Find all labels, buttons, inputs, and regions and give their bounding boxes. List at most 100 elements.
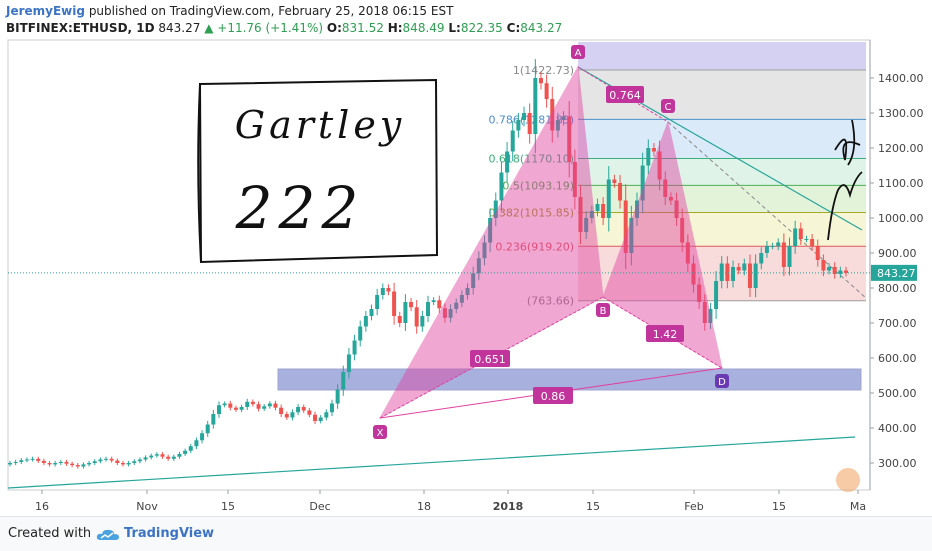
candle-body — [70, 463, 75, 466]
candle-body — [403, 302, 408, 323]
candle-body — [747, 263, 752, 288]
candle-body — [781, 242, 786, 267]
fib-zone-top — [578, 42, 866, 71]
candle-body — [313, 414, 318, 421]
candle-body — [510, 130, 515, 152]
candle-body — [47, 463, 52, 465]
candle-body — [267, 403, 272, 407]
candle-body — [697, 284, 702, 302]
author-link[interactable]: JeremyEwig — [6, 4, 85, 18]
candle-body — [397, 316, 402, 323]
candle-body — [137, 459, 142, 462]
price-tick-label: 300.00 — [878, 457, 917, 470]
candle-body — [618, 183, 623, 201]
candle-body — [606, 179, 611, 218]
candle-body — [188, 446, 193, 451]
price-chart[interactable]: 1(1422.73)0.786(1281.83)0.618(1170.10)0.… — [0, 0, 932, 516]
time-tick-label: 2018 — [493, 500, 524, 513]
pattern-point-X — [373, 425, 387, 439]
fib-zone-0.786 — [578, 119, 866, 159]
candle-body — [471, 273, 476, 288]
ratio-label-0.651: 0.651 — [474, 353, 506, 366]
high-label: H: — [387, 21, 403, 35]
candle-body — [538, 78, 543, 84]
candle-body — [725, 263, 730, 281]
low-label: L: — [448, 21, 461, 35]
candle-body — [426, 302, 430, 316]
candle-body — [555, 120, 560, 131]
candle-body — [442, 308, 447, 318]
handwritten-title: Gartley — [235, 103, 406, 147]
candle-body — [8, 463, 12, 465]
pattern-point-label-C: C — [665, 102, 672, 113]
candle-body — [465, 288, 470, 295]
low-value: 822.35 — [460, 21, 503, 35]
candle-body — [476, 258, 481, 274]
candle-body — [318, 417, 323, 421]
candle-body — [601, 204, 606, 218]
flag-badge-icon — [836, 468, 860, 492]
last-price-label: 843.27 — [877, 267, 916, 280]
candle-body — [640, 165, 645, 201]
candle-body — [776, 242, 781, 246]
price-tick-label: 1200.00 — [878, 142, 924, 155]
candle-body — [629, 218, 634, 253]
candle-body — [132, 461, 137, 463]
fib-zone-0.618 — [578, 158, 866, 186]
long-trendline — [7, 436, 856, 489]
publish-info: published on TradingView.com, February 2… — [88, 4, 454, 18]
scribble-bottom — [827, 171, 863, 241]
candle-body — [177, 453, 182, 457]
candle-body — [454, 302, 459, 309]
candle-body — [595, 204, 600, 211]
candle-body — [448, 309, 453, 318]
publish-line: JeremyEwig published on TradingView.com,… — [6, 4, 453, 19]
price-tick-label: 1300.00 — [878, 107, 924, 120]
candle-body — [324, 412, 329, 418]
candle-body — [143, 457, 148, 460]
candle-body — [19, 460, 24, 462]
scribble-top — [834, 119, 861, 166]
candle-body — [561, 116, 566, 120]
candle-body — [804, 239, 809, 240]
ratio-badge — [606, 86, 644, 103]
candle-body — [691, 263, 696, 285]
candle-body — [488, 218, 493, 243]
close-label: C: — [506, 21, 521, 35]
candle-body — [827, 267, 832, 271]
candle-body — [250, 401, 255, 405]
candle-body — [24, 459, 29, 461]
candle-body — [821, 260, 826, 271]
candle-body — [646, 148, 651, 166]
candle-body — [369, 309, 374, 316]
candle-body — [753, 263, 758, 288]
time-tick-label: 16 — [35, 500, 49, 513]
candle-body — [126, 463, 131, 465]
candle-body — [296, 407, 301, 413]
symbol-label: BITFINEX:ETHUSD, 1D — [6, 21, 155, 35]
candle-body — [589, 211, 594, 218]
candle-body — [92, 461, 97, 463]
close-value: 843.27 — [520, 21, 563, 35]
tradingview-brand-link[interactable]: TradingView — [124, 526, 215, 541]
candle-body — [307, 410, 312, 415]
candle-body — [171, 456, 176, 459]
candle-body — [75, 465, 80, 467]
candle-body — [815, 246, 820, 260]
candle-body — [30, 458, 35, 460]
candle-body — [810, 239, 815, 246]
fib-label-0.236: 0.236(919.20) — [495, 240, 574, 253]
candle-body — [358, 326, 363, 341]
pattern-point-label-A: A — [575, 48, 582, 59]
candle-body — [572, 162, 577, 197]
candle-body — [352, 340, 357, 355]
candle-body — [522, 113, 527, 120]
candle-body — [431, 300, 436, 302]
price-tick-label: 1400.00 — [878, 72, 924, 85]
candle-body — [680, 218, 685, 243]
footer-bar: Created with TradingView — [0, 516, 932, 551]
time-tick-label: 18 — [417, 500, 431, 513]
candle-body — [838, 270, 843, 274]
candle-body — [81, 464, 86, 467]
pattern-point-B — [596, 303, 610, 317]
